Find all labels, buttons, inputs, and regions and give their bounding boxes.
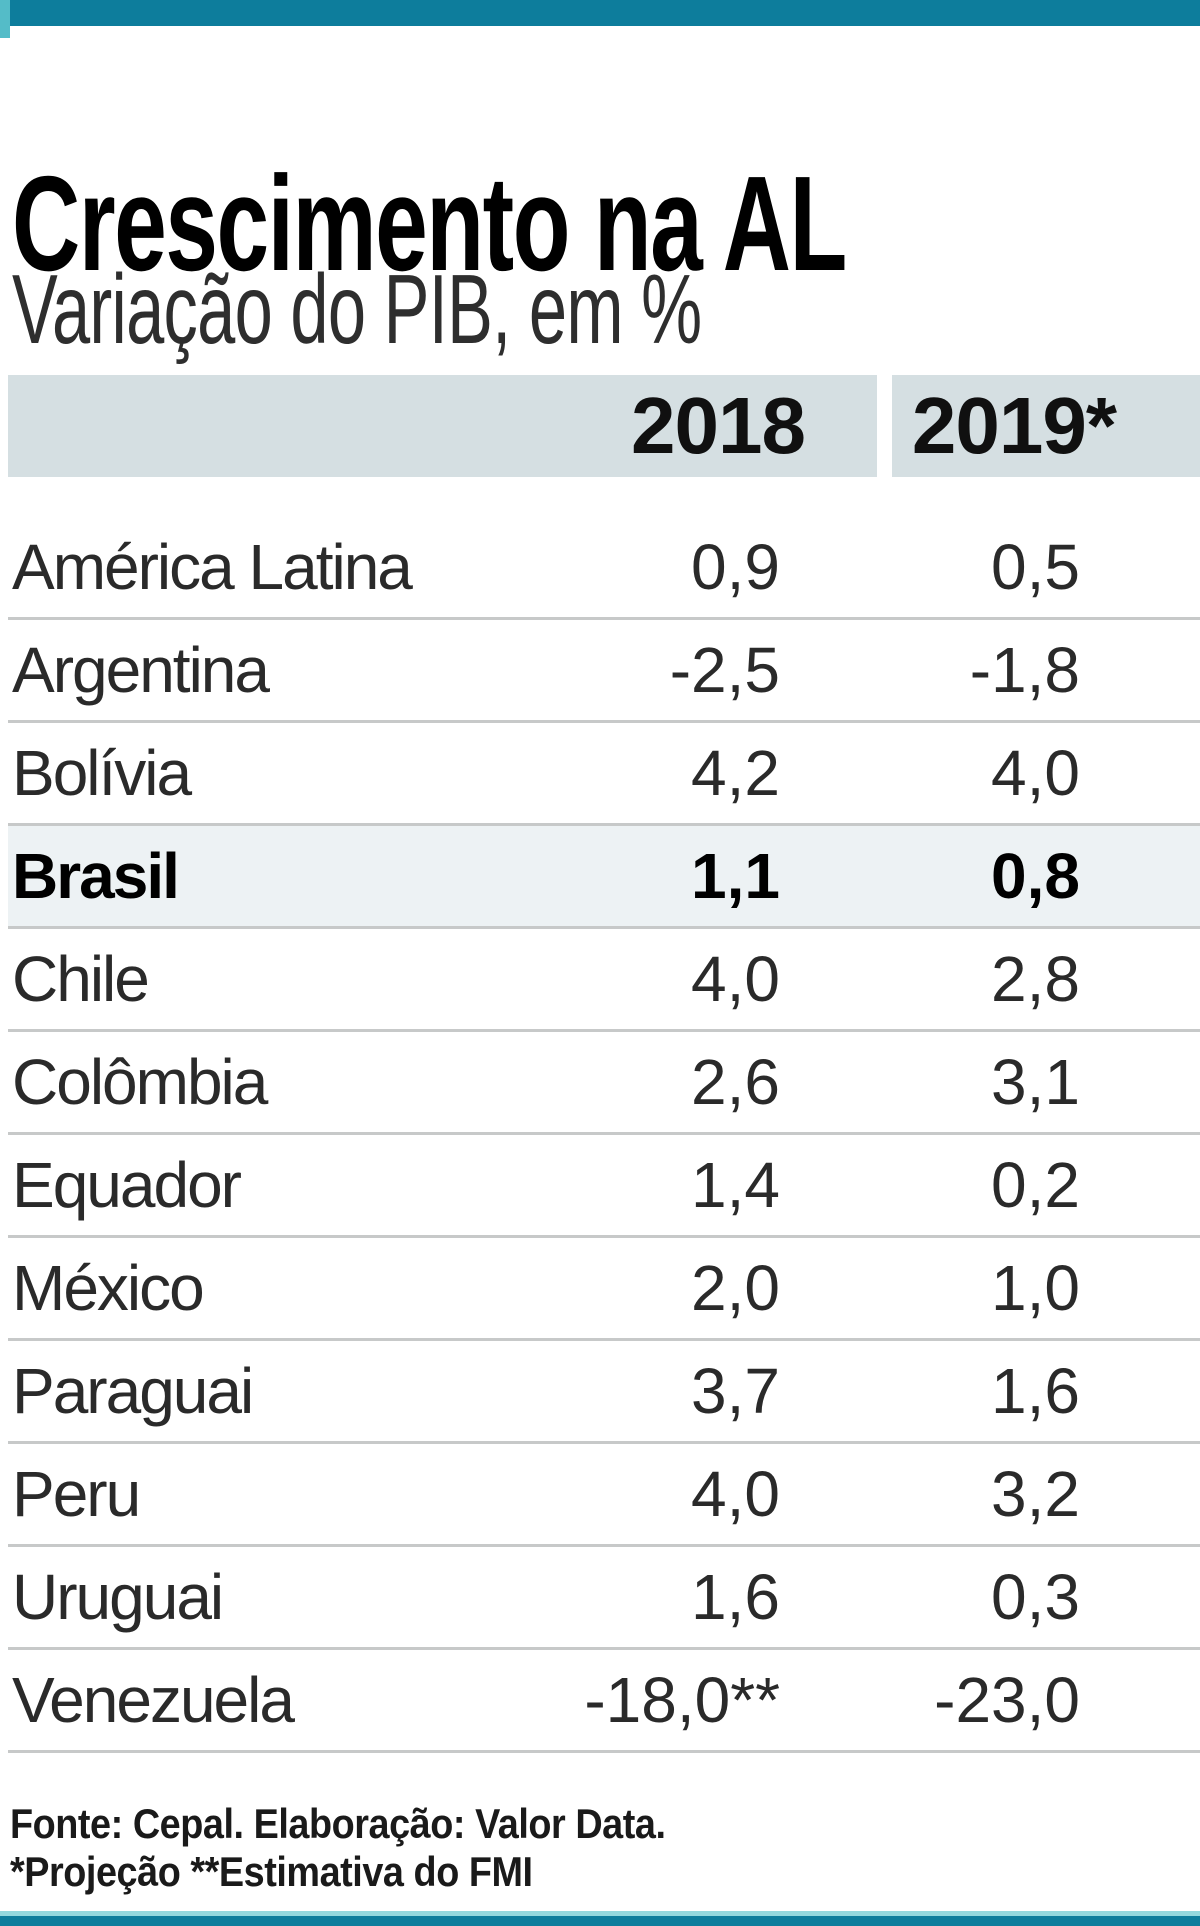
value-2019: 3,1 xyxy=(991,1046,1080,1118)
country-name: Equador xyxy=(12,1149,242,1221)
country-name: Argentina xyxy=(12,634,270,706)
table-row: México 2,0 1,0 xyxy=(8,1238,1200,1341)
table-row: Paraguai 3,7 1,6 xyxy=(8,1341,1200,1444)
value-2018: 0,9 xyxy=(691,531,780,603)
page-subtitle-text: Variação do PIB, em % xyxy=(12,254,702,364)
value-2018: 3,7 xyxy=(691,1355,780,1427)
top-left-accent-square xyxy=(0,0,10,38)
top-accent-bar xyxy=(10,0,1200,26)
value-2019: 1,0 xyxy=(991,1252,1080,1324)
country-name: Uruguai xyxy=(12,1561,224,1633)
gdp-growth-table: 2018 2019* América Latina 0,9 0,5 Argentina… xyxy=(8,375,1200,1753)
value-2019: 0,2 xyxy=(991,1149,1080,1221)
value-2018: 4,0 xyxy=(691,943,780,1015)
table-row: Peru 4,0 3,2 xyxy=(8,1444,1200,1547)
value-2019: 2,8 xyxy=(991,943,1080,1015)
value-2018: 1,1 xyxy=(691,840,780,912)
country-name: Venezuela xyxy=(12,1664,295,1736)
country-name: Peru xyxy=(12,1458,141,1530)
country-name: Paraguai xyxy=(12,1355,254,1427)
country-name: Colômbia xyxy=(12,1046,268,1118)
value-2019: 4,0 xyxy=(991,737,1080,809)
table-row: Argentina -2,5 -1,8 xyxy=(8,620,1200,723)
page-subtitle: Variação do PIB, em % xyxy=(12,260,997,358)
country-name: Bolívia xyxy=(12,737,192,809)
table-row: Venezuela -18,0** -23,0 xyxy=(8,1650,1200,1753)
table-row: Colômbia 2,6 3,1 xyxy=(8,1032,1200,1135)
bottom-accent-dark-line xyxy=(0,1916,1200,1926)
value-2018: 4,0 xyxy=(691,1458,780,1530)
table-row: Chile 4,0 2,8 xyxy=(8,929,1200,1032)
table-row: Brasil 1,1 0,8 xyxy=(8,826,1200,929)
value-2019: -23,0 xyxy=(934,1664,1080,1736)
value-2018: 2,6 xyxy=(691,1046,780,1118)
value-2019: 0,3 xyxy=(991,1561,1080,1633)
footnote-line: *Projeção **Estimativa do FMI xyxy=(10,1848,533,1895)
value-2018: 4,2 xyxy=(691,737,780,809)
bottom-accent-bar xyxy=(0,1911,1200,1926)
page-title-text: Crescimento na AL xyxy=(12,148,847,300)
value-2019: 1,6 xyxy=(991,1355,1080,1427)
value-2018: -18,0** xyxy=(584,1664,780,1736)
value-2019: 3,2 xyxy=(991,1458,1080,1530)
table-row: Bolívia 4,2 4,0 xyxy=(8,723,1200,826)
source-line: Fonte: Cepal. Elaboração: Valor Data. xyxy=(10,1800,666,1847)
value-2018: 2,0 xyxy=(691,1252,780,1324)
value-2018: 1,6 xyxy=(691,1561,780,1633)
value-2019: -1,8 xyxy=(969,634,1080,706)
table-header-row: 2018 2019* xyxy=(8,375,1200,477)
column-header-2019-label: 2019* xyxy=(911,381,1117,470)
country-name: América Latina xyxy=(12,531,413,603)
source-note: Fonte: Cepal. Elaboração: Valor Data. *P… xyxy=(10,1800,738,1896)
table-body: América Latina 0,9 0,5 Argentina -2,5 -1,8 Bol… xyxy=(8,517,1200,1753)
page-title: Crescimento na AL xyxy=(12,156,1200,291)
bottom-accent-light-line xyxy=(0,1911,1200,1916)
column-header-2018: 2018 xyxy=(8,375,877,477)
table-row: Equador 1,4 0,2 xyxy=(8,1135,1200,1238)
table-row: Uruguai 1,6 0,3 xyxy=(8,1547,1200,1650)
value-2019: 0,8 xyxy=(991,840,1080,912)
value-2018: 1,4 xyxy=(691,1149,780,1221)
country-name: Chile xyxy=(12,943,150,1015)
country-name: México xyxy=(12,1252,205,1324)
column-header-2018-label: 2018 xyxy=(631,381,806,470)
column-header-2019: 2019* xyxy=(892,375,1200,477)
table-row: América Latina 0,9 0,5 xyxy=(8,517,1200,620)
value-2018: -2,5 xyxy=(669,634,780,706)
value-2019: 0,5 xyxy=(991,531,1080,603)
country-name: Brasil xyxy=(12,840,180,912)
